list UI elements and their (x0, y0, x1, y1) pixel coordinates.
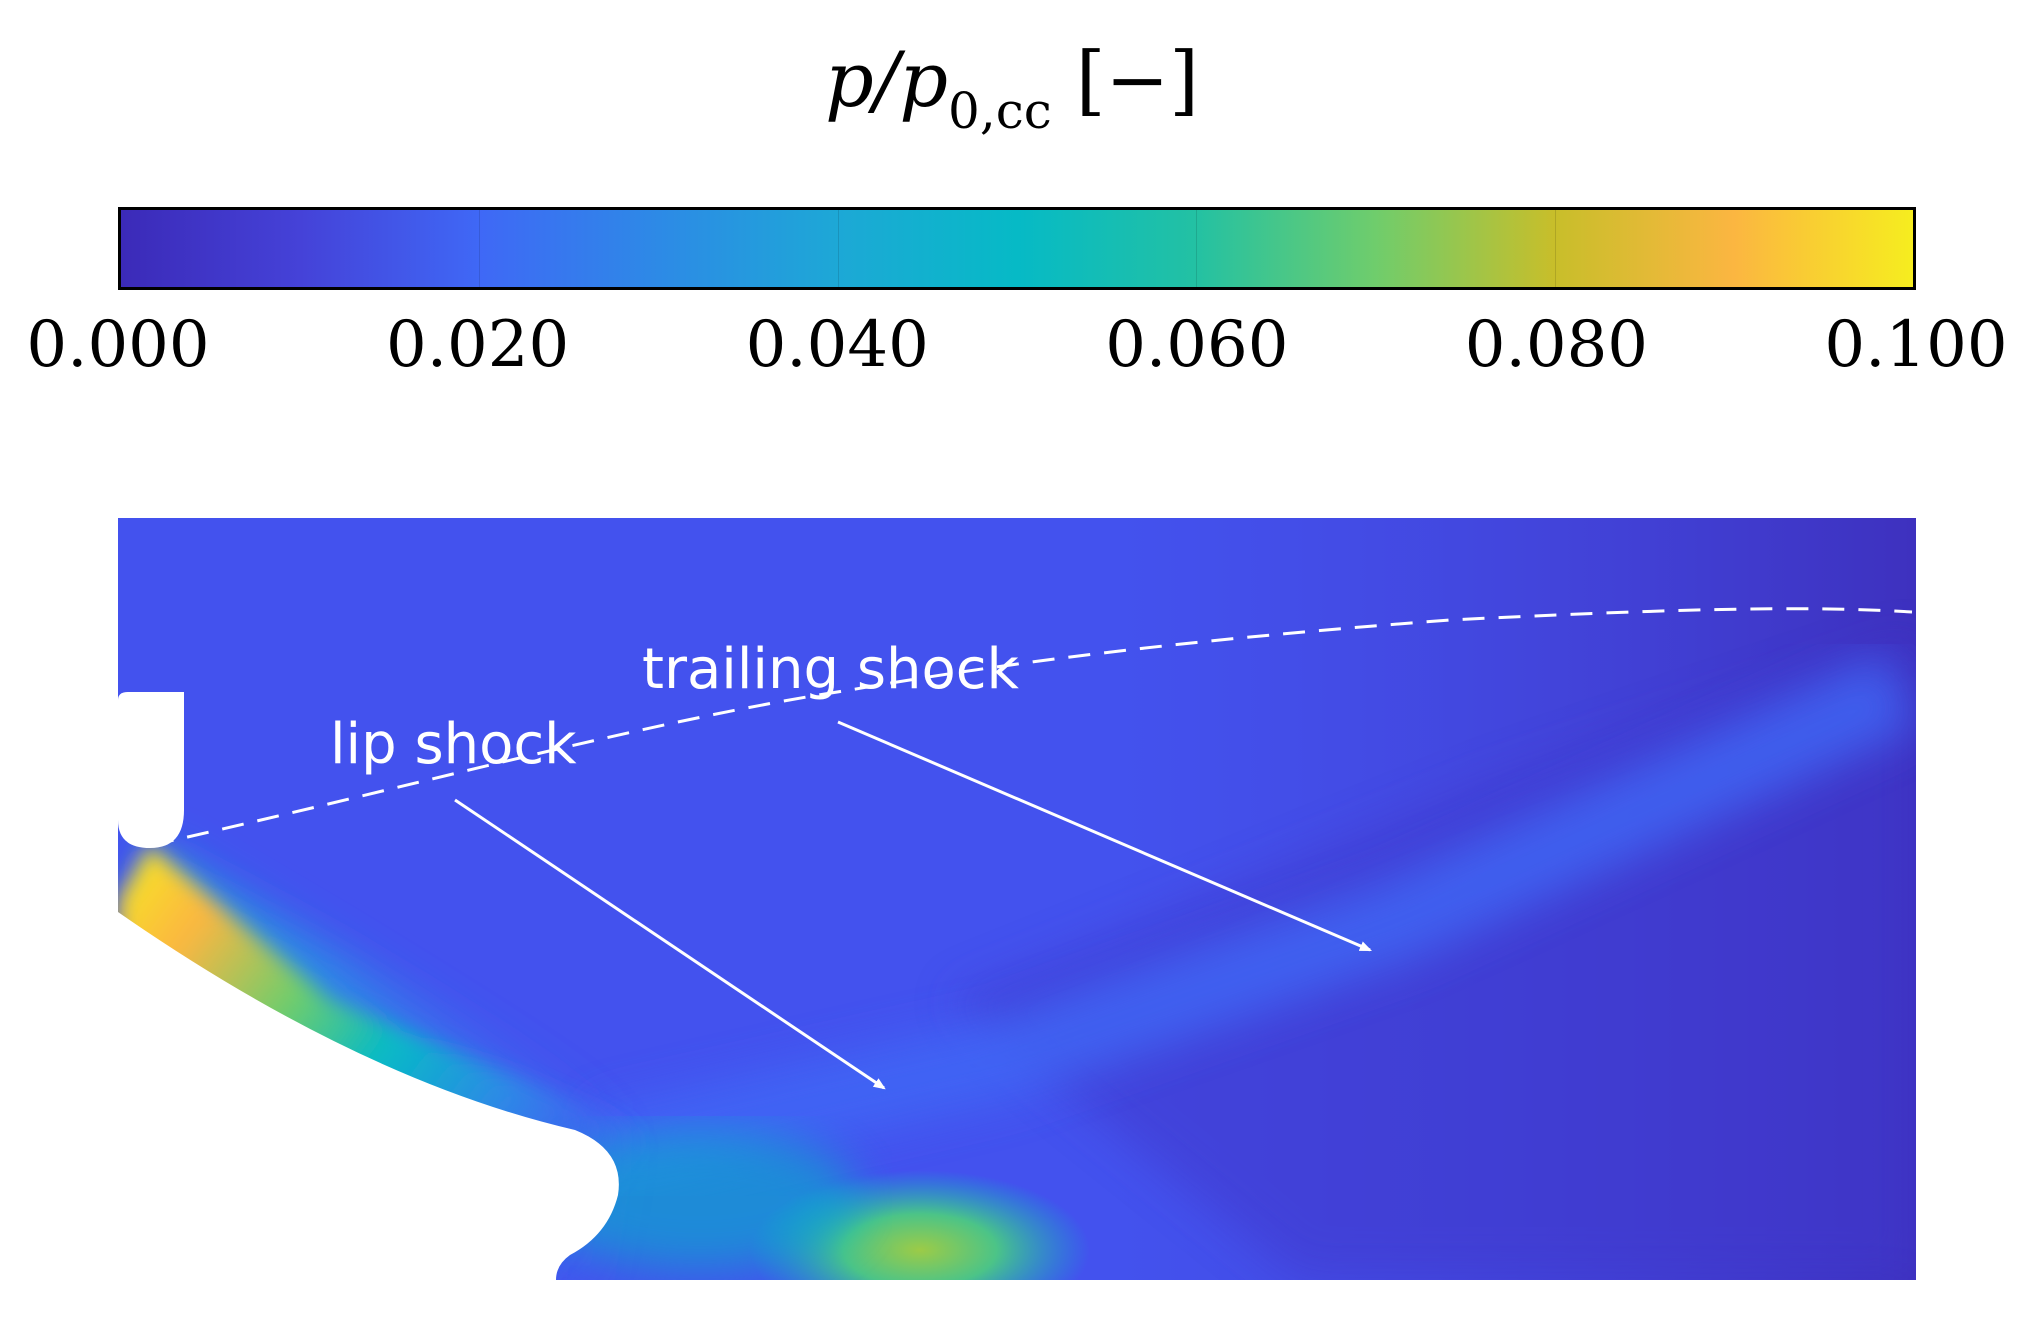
nozzle-lip (118, 692, 184, 848)
colorbar-title-unit: [−] (1075, 35, 1199, 124)
shock-line (151, 607, 1913, 847)
colorbar (118, 207, 1916, 290)
colorbar-title-symbol: p/p (825, 35, 949, 124)
colorbar-tick-mark (1554, 210, 1556, 287)
trailing-shock-arrow (837, 720, 1370, 952)
colorbar-tick-mark (1196, 210, 1198, 287)
colorbar-tick-label: 0.100 (1824, 308, 2008, 382)
colorbar-tick-label: 0.080 (1464, 308, 1648, 382)
lip-shock-arrow (454, 798, 884, 1088)
nozzle-body (118, 912, 619, 1280)
colorbar-tick-label: 0.040 (745, 308, 929, 382)
colorbar-title: p/p0,cc [−] (0, 35, 2024, 140)
colorbar-tick-mark (837, 210, 839, 287)
colorbar-tick-label: 0.000 (26, 308, 210, 382)
trailing-shock-label: trailing shock (642, 637, 1020, 702)
colorbar-tick-mark (479, 210, 481, 287)
colorbar-tick-label: 0.060 (1105, 308, 1289, 382)
colorbar-tick-label: 0.020 (385, 308, 570, 382)
lip-shock-label: lip shock (330, 712, 577, 777)
colorbar-title-subscript: 0,cc (948, 82, 1052, 140)
